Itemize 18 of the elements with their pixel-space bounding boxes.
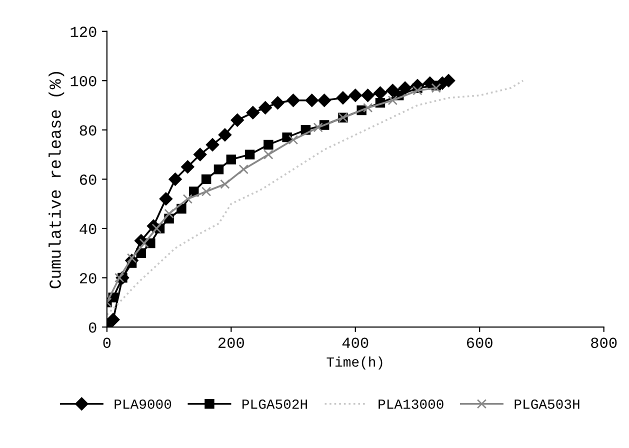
legend-label: PLA9000 (114, 399, 172, 409)
x-tick-label: 200 (218, 338, 244, 348)
legend-label: PLA13000 (378, 399, 444, 409)
x-tick-label: 0 (103, 338, 111, 348)
y-tick-label: 60 (80, 174, 96, 185)
y-tick-label: 120 (70, 26, 96, 38)
y-tick-label: 40 (80, 224, 96, 234)
x-axis-title: Time(h) (326, 356, 382, 370)
y-tick-label: 100 (70, 76, 96, 86)
y-tick-label: 80 (80, 125, 96, 136)
legend-label: PLGA502H (242, 399, 307, 409)
legend-label: PLGA503H (514, 399, 580, 409)
y-axis-title: Cumulative release (%) (48, 72, 64, 288)
y-tick-label: 20 (80, 273, 96, 284)
y-tick-label: 0 (88, 322, 96, 333)
x-tick-label: 800 (591, 338, 617, 348)
x-tick-label: 600 (466, 338, 492, 348)
x-tick-label: 400 (342, 338, 368, 348)
